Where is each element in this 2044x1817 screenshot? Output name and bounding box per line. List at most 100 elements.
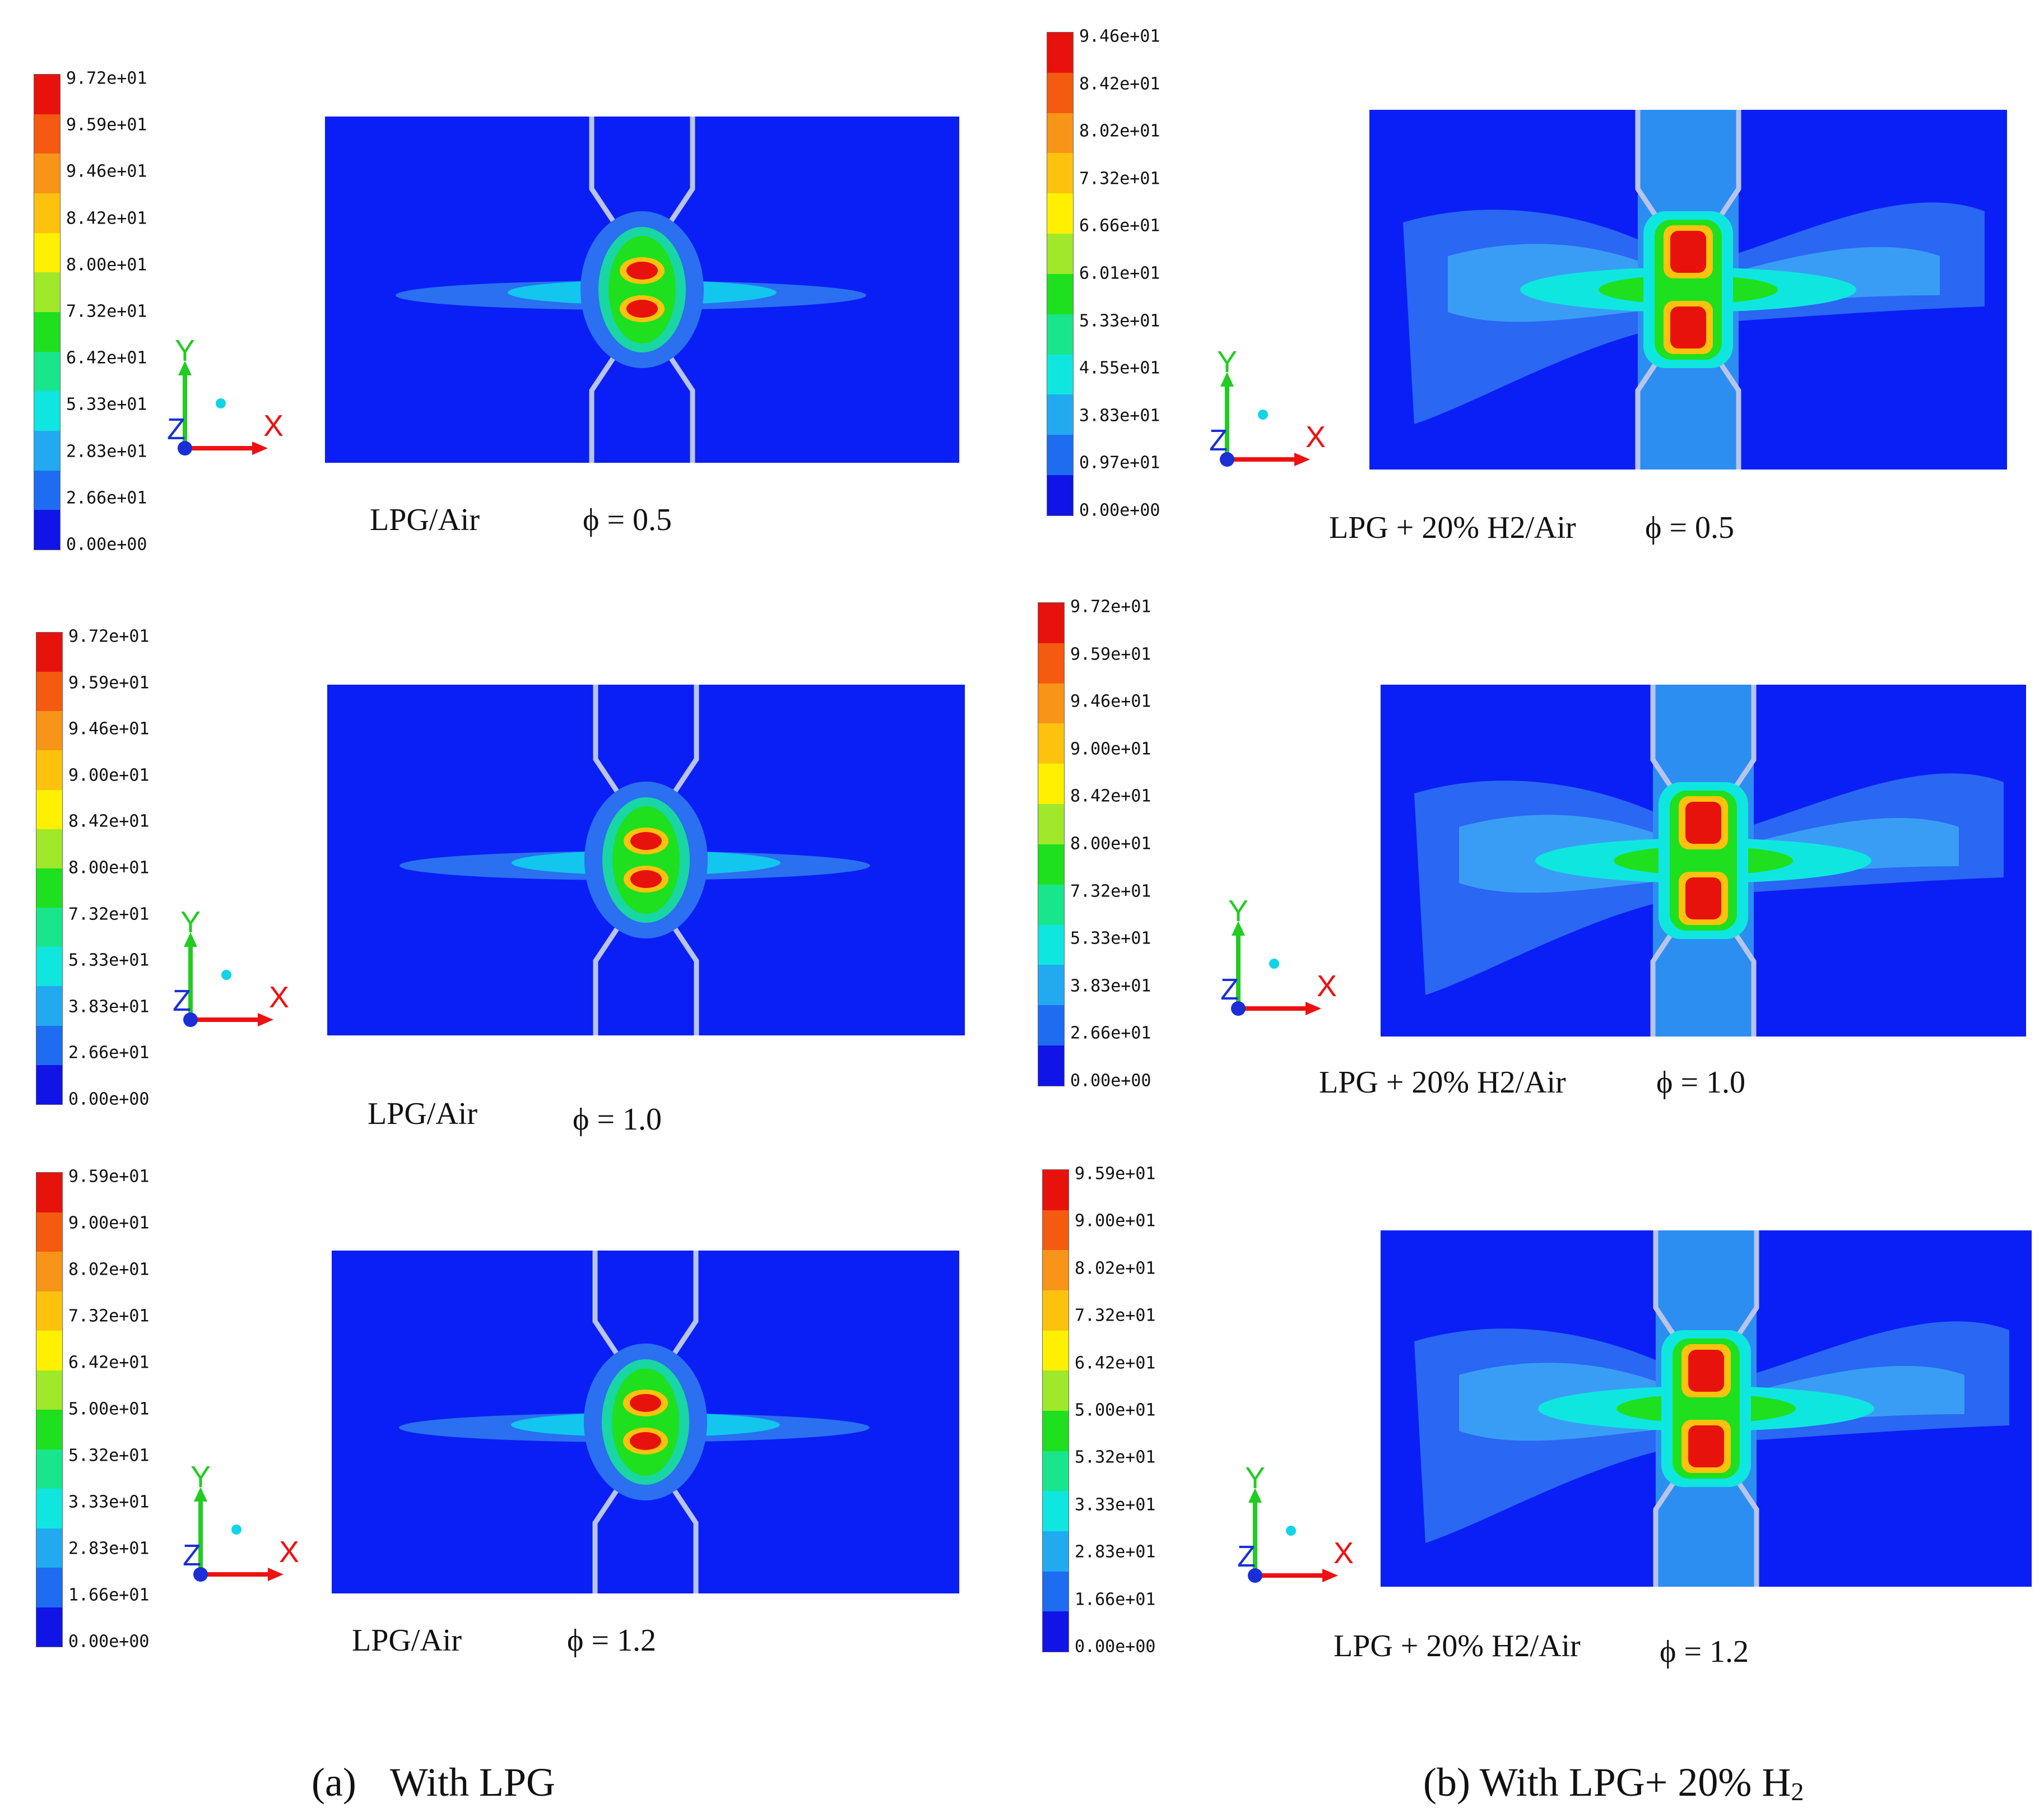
axis-label-y: Y <box>1228 896 1248 928</box>
legend-swatch <box>34 114 60 154</box>
axis-triad-graphic: Y Z X <box>1237 1461 1354 1583</box>
legend-swatch <box>36 947 62 987</box>
legend-swatch <box>1038 683 1064 724</box>
legend-value: 8.42e+01 <box>1070 786 1151 806</box>
legend-swatch <box>34 272 60 312</box>
axis-label-x: X <box>269 980 289 1014</box>
legend-swatch <box>1038 804 1064 844</box>
legend-value: 6.42e+01 <box>66 348 147 368</box>
axis-label-z: Z <box>1237 1540 1256 1573</box>
legend-value: 5.00e+01 <box>1075 1400 1156 1420</box>
contour-field-graphic <box>332 1251 959 1593</box>
legend-value: 5.33e+01 <box>1079 311 1160 331</box>
legend-value: 2.83e+01 <box>1075 1542 1156 1562</box>
contour-field <box>325 117 959 463</box>
legend-swatch <box>1043 1210 1069 1251</box>
legend-swatch <box>36 1568 62 1607</box>
legend-value: 9.72e+01 <box>66 68 147 89</box>
legend-value: 3.33e+01 <box>1075 1495 1156 1515</box>
legend-swatch <box>36 672 62 712</box>
legend-value: 8.02e+01 <box>68 1260 150 1280</box>
axis-triad: Y Z X <box>168 905 297 1037</box>
legend-swatch <box>1043 1250 1069 1290</box>
subcaption-a-text: With LPG <box>389 1760 556 1805</box>
legend-swatch <box>1038 1005 1064 1046</box>
legend-value: 9.00e+01 <box>68 765 150 786</box>
legend-swatch <box>1043 1451 1069 1491</box>
legend-value: 1.66e+01 <box>68 1585 150 1605</box>
legend-swatch <box>36 1449 62 1489</box>
legend-value: 5.33e+01 <box>68 950 150 970</box>
legend-swatch <box>1047 273 1073 314</box>
axis-label-y: Y <box>191 1462 211 1494</box>
legend-value: 7.32e+01 <box>66 301 147 322</box>
legend-value: 9.59e+01 <box>1075 1164 1156 1184</box>
legend-value: 0.00e+00 <box>1079 500 1160 521</box>
subcaption-a-tag: (a) <box>312 1760 356 1805</box>
legend-swatch <box>34 75 60 114</box>
legend-value: 9.00e+01 <box>1075 1211 1156 1231</box>
legend-value: 5.00e+01 <box>68 1399 150 1419</box>
legend-swatch <box>36 1252 62 1291</box>
legend-swatch <box>1043 1491 1069 1531</box>
legend-swatch <box>36 789 62 829</box>
legend-value: 8.00e+01 <box>68 858 150 878</box>
legend-swatch <box>1043 1410 1069 1451</box>
axis-triad: Y Z X <box>1233 1461 1362 1592</box>
legend-value: 7.32e+01 <box>1079 169 1160 189</box>
legend-swatch <box>1038 924 1064 965</box>
legend-value: 5.32e+01 <box>1075 1447 1156 1467</box>
legend-swatch <box>36 1370 62 1410</box>
legend-swatch <box>36 1212 62 1252</box>
legend-value: 8.42e+01 <box>66 208 147 229</box>
legend-swatch <box>34 312 60 352</box>
legend-value: 8.42e+01 <box>1079 74 1160 94</box>
panel-phi: ϕ = 0.5 <box>1645 510 1735 545</box>
axis-triad: Y Z X <box>1216 894 1345 1025</box>
legend-swatch <box>34 154 60 193</box>
legend-value: 0.00e+00 <box>1075 1637 1156 1657</box>
contour-field <box>1381 1230 2032 1587</box>
panel-phi: ϕ = 1.0 <box>1656 1065 1746 1100</box>
axis-triad: Y Z X <box>1205 345 1334 476</box>
legend-swatch <box>36 1489 62 1528</box>
legend-value: 5.33e+01 <box>1070 928 1151 949</box>
axis-label-x: X <box>1317 969 1337 1003</box>
axis-triad: Y Z X <box>178 1460 307 1591</box>
legend-value: 9.00e+01 <box>68 1213 150 1233</box>
legend-swatch <box>36 633 62 672</box>
axis-triad-graphic: Y Z X <box>1220 894 1337 1016</box>
legend-value: 8.02e+01 <box>1075 1258 1156 1279</box>
legend-value: 9.46e+01 <box>66 161 147 182</box>
legend-value: 6.42e+01 <box>68 1353 150 1373</box>
legend-value: 7.32e+01 <box>1070 881 1151 901</box>
legend-value: 9.46e+01 <box>1079 26 1160 47</box>
axis-label-x: X <box>1334 1536 1354 1570</box>
legend-value: 3.83e+01 <box>1079 406 1160 426</box>
contour-field <box>1369 110 2007 470</box>
contour-field-graphic <box>1369 110 2007 470</box>
contour-field <box>327 685 965 1035</box>
legend-value: 1.66e+01 <box>1075 1590 1156 1610</box>
legend-value: 3.33e+01 <box>68 1492 150 1512</box>
legend-swatch <box>36 1025 62 1065</box>
legend-value: 0.00e+00 <box>66 535 147 555</box>
contour-field <box>1381 685 2026 1037</box>
legend-value: 8.00e+01 <box>1070 834 1151 854</box>
legend-swatch <box>1047 113 1073 154</box>
axis-triad: Y Z X <box>162 334 291 465</box>
panel-caption: LPG + 20% H2/Air <box>1319 1065 1566 1100</box>
contour-field-graphic <box>327 685 965 1035</box>
axis-label-z: Z <box>1220 973 1239 1006</box>
legend-swatch <box>1038 764 1064 805</box>
panel-phi: ϕ = 0.5 <box>583 503 672 537</box>
axis-label-x: X <box>279 1535 299 1569</box>
subcaption-b-text: (b) With LPG+ 20% H <box>1423 1760 1791 1805</box>
axis-label-y: Y <box>180 908 201 939</box>
legend-value: 3.83e+01 <box>1070 976 1151 996</box>
legend-swatch <box>1047 354 1073 395</box>
axis-triad-graphic: Y Z X <box>1209 345 1326 467</box>
panel-phi: ϕ = 1.0 <box>573 1102 662 1137</box>
legend-swatch <box>36 868 62 908</box>
legend-swatch <box>1047 153 1073 194</box>
